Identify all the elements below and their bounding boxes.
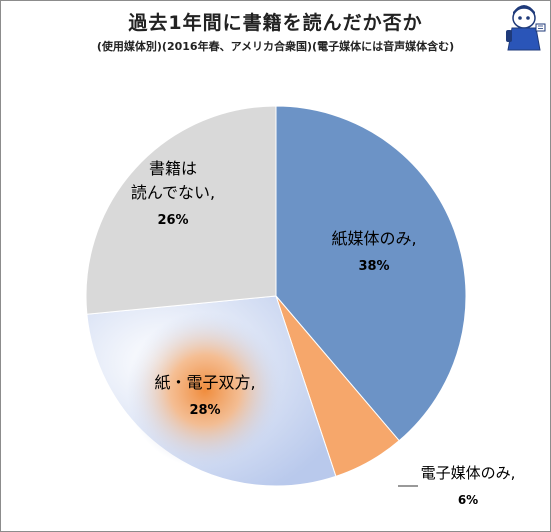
slice-value-both: 28% (189, 403, 220, 418)
mascot-icon (506, 5, 546, 51)
slice-value-not-read: 26% (157, 213, 188, 228)
pie-slice-glow (127, 312, 283, 468)
chart-title: 過去1年間に書籍を読んだか否か (128, 12, 423, 34)
pie-slice-not-read (85, 105, 277, 315)
slice-label-not-read: 書籍は (149, 159, 197, 178)
chart-subtitle: (使用媒体別)(2016年春、アメリカ合衆国)(電子媒体には音声媒体含む) (96, 40, 455, 53)
slice-value-paper-only: 38% (358, 259, 389, 274)
slice-label-both: 紙・電子双方, (154, 373, 255, 392)
pie-slice-paper-only (275, 105, 467, 442)
slice-value-digital-only: 6% (458, 493, 478, 507)
slice-label-not-read: 読んでない, (131, 183, 215, 202)
slice-label-paper-only: 紙媒体のみ, (331, 229, 416, 248)
slice-label-digital-only: 電子媒体のみ, (421, 464, 516, 482)
